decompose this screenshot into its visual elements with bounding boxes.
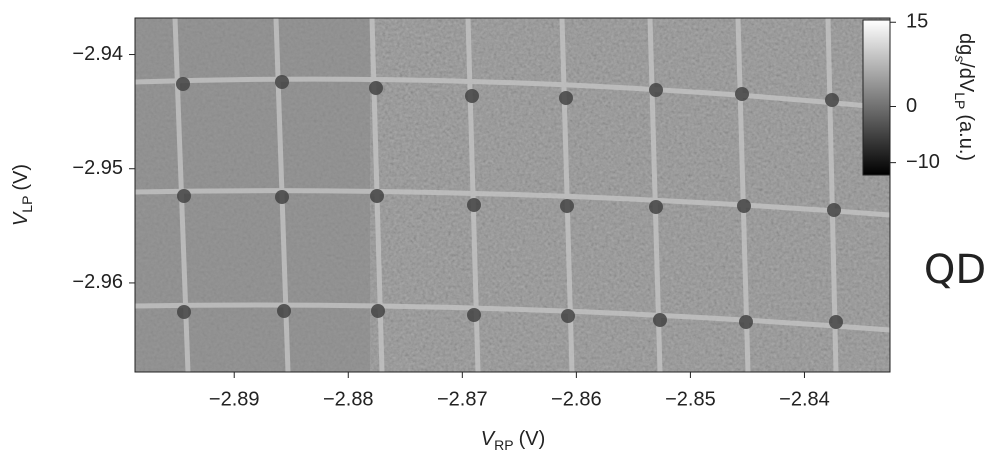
- annotation: QD: [924, 247, 986, 293]
- x-axis-label: VRP (V): [481, 428, 545, 452]
- x-tick-label: −2.84: [779, 388, 830, 410]
- plot-frame: [134, 17, 891, 373]
- y-tick-label: −2.94: [72, 43, 123, 65]
- y-tick-label: −2.95: [72, 157, 123, 179]
- x-tick-label: −2.89: [209, 388, 260, 410]
- colorbar-tick-label: 0: [906, 95, 917, 117]
- y-axis-label: VLP(V): [10, 164, 34, 226]
- x-tick-label: −2.88: [323, 388, 374, 410]
- colorbar-tick-label: −10: [906, 151, 940, 173]
- colorbar-label: dgs/dVLP(a.u.): [952, 33, 976, 161]
- colorbar: [862, 19, 891, 176]
- heatmap-image: [135, 18, 890, 372]
- x-tick-label: −2.85: [665, 388, 716, 410]
- y-tick-label: −2.96: [72, 271, 123, 293]
- x-tick-label: −2.87: [437, 388, 488, 410]
- colorbar-tick-label: 15: [906, 11, 928, 33]
- x-tick-label: −2.86: [551, 388, 602, 410]
